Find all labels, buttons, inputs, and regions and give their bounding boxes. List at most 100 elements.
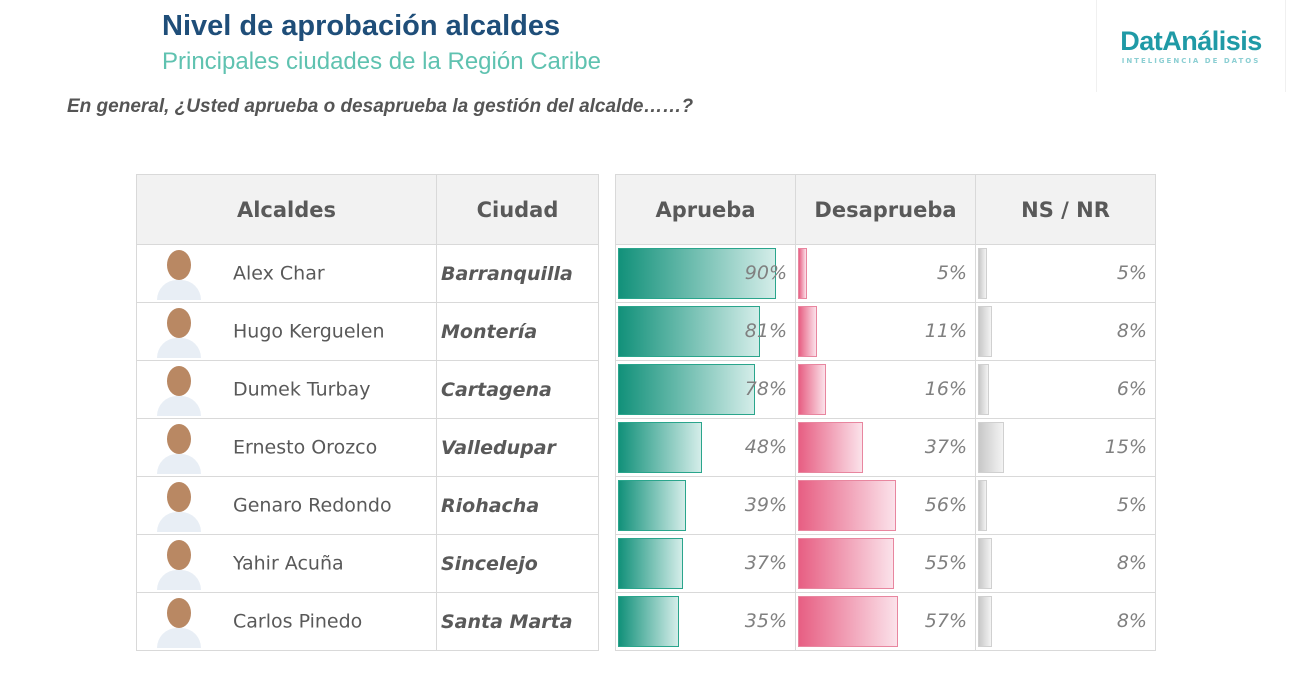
datanalisis-logo: DatAnálisis INTELIGENCIA DE DATOS	[1096, 0, 1286, 92]
mayor-name: Carlos Pinedo	[233, 610, 363, 632]
nsnr-cell: 8%	[975, 592, 1156, 651]
aprueba-cell: 81%	[615, 302, 796, 361]
nsnr-value: 8%	[1116, 320, 1147, 342]
bar-row: 35% 57% 8%	[615, 592, 1156, 651]
bar-row: 90% 5% 5%	[615, 244, 1156, 303]
aprueba-value: 37%	[744, 552, 787, 574]
city-name: Sincelejo	[436, 534, 599, 593]
table-row: Dumek Turbay Cartagena	[136, 360, 599, 419]
survey-question: En general, ¿Usted aprueba o desaprueba …	[67, 96, 694, 117]
aprueba-cell: 37%	[615, 534, 796, 593]
bar-row: 78% 16% 6%	[615, 360, 1156, 419]
bar-row: 37% 55% 8%	[615, 534, 1156, 593]
bar-row: 48% 37% 15%	[615, 418, 1156, 477]
city-name: Santa Marta	[436, 592, 599, 651]
nsnr-cell: 8%	[975, 302, 1156, 361]
aprueba-cell: 39%	[615, 476, 796, 535]
col-header-aprueba: Aprueba	[615, 174, 796, 245]
nsnr-value: 8%	[1116, 610, 1147, 632]
nsnr-cell: 5%	[975, 476, 1156, 535]
mayor-cell: Hugo Kerguelen	[136, 302, 437, 361]
nsnr-cell: 5%	[975, 244, 1156, 303]
city-name: Barranquilla	[436, 244, 599, 303]
mayor-cell: Genaro Redondo	[136, 476, 437, 535]
nsnr-bar	[978, 596, 992, 647]
aprueba-bar	[618, 248, 776, 299]
desaprueba-value: 16%	[924, 378, 967, 400]
nsnr-value: 8%	[1116, 552, 1147, 574]
mayor-cell: Dumek Turbay	[136, 360, 437, 419]
mayor-photo	[157, 422, 201, 474]
desaprueba-cell: 16%	[795, 360, 976, 419]
mayor-cell: Yahir Acuña	[136, 534, 437, 593]
page-title: Nivel de aprobación alcaldes	[162, 10, 561, 42]
city-name: Riohacha	[436, 476, 599, 535]
nsnr-cell: 15%	[975, 418, 1156, 477]
col-header-alcaldes: Alcaldes	[136, 174, 437, 245]
table-row: Genaro Redondo Riohacha	[136, 476, 599, 535]
desaprueba-value: 57%	[924, 610, 967, 632]
nsnr-bar	[978, 480, 987, 531]
table-row: Carlos Pinedo Santa Marta	[136, 592, 599, 651]
table-row: Hugo Kerguelen Montería	[136, 302, 599, 361]
desaprueba-bar	[798, 306, 818, 357]
mayors-table: Alcaldes Ciudad Alex Char Barranquilla Hug…	[136, 174, 599, 651]
aprueba-cell: 90%	[615, 244, 796, 303]
nsnr-bar	[978, 422, 1005, 473]
mayor-name: Ernesto Orozco	[233, 436, 378, 458]
nsnr-cell: 8%	[975, 534, 1156, 593]
aprueba-bar	[618, 364, 755, 415]
mayor-photo	[157, 364, 201, 416]
mayor-name: Genaro Redondo	[233, 494, 392, 516]
desaprueba-cell: 11%	[795, 302, 976, 361]
mayor-name: Yahir Acuña	[233, 552, 344, 574]
bar-row: 81% 11% 8%	[615, 302, 1156, 361]
page-subtitle: Principales ciudades de la Región Caribe	[162, 48, 601, 75]
desaprueba-bar	[798, 364, 826, 415]
aprueba-value: 48%	[744, 436, 787, 458]
desaprueba-value: 11%	[924, 320, 967, 342]
aprueba-bar	[618, 480, 687, 531]
nsnr-bar	[978, 248, 987, 299]
mayor-photo	[157, 248, 201, 300]
col-header-ciudad: Ciudad	[436, 174, 599, 245]
nsnr-bar	[978, 538, 992, 589]
nsnr-value: 6%	[1116, 378, 1147, 400]
col-header-nsnr: NS / NR	[975, 174, 1156, 245]
approval-bars-table: Aprueba Desaprueba NS / NR 90% 5% 5% 81% 11%…	[615, 174, 1156, 651]
desaprueba-bar	[798, 422, 863, 473]
mayor-cell: Alex Char	[136, 244, 437, 303]
desaprueba-cell: 37%	[795, 418, 976, 477]
desaprueba-value: 55%	[924, 552, 967, 574]
aprueba-value: 78%	[744, 378, 787, 400]
desaprueba-bar	[798, 248, 807, 299]
city-name: Cartagena	[436, 360, 599, 419]
mayor-name: Alex Char	[233, 262, 325, 284]
logo-brand: DatAnálisis	[1120, 26, 1262, 56]
desaprueba-value: 56%	[924, 494, 967, 516]
aprueba-value: 81%	[744, 320, 787, 342]
mayor-photo	[157, 538, 201, 590]
mayor-name: Dumek Turbay	[233, 378, 371, 400]
desaprueba-cell: 5%	[795, 244, 976, 303]
bar-row: 39% 56% 5%	[615, 476, 1156, 535]
desaprueba-bar	[798, 538, 895, 589]
aprueba-value: 90%	[744, 262, 787, 284]
nsnr-value: 5%	[1116, 494, 1147, 516]
desaprueba-bar	[798, 480, 896, 531]
aprueba-value: 35%	[744, 610, 787, 632]
mayor-photo	[157, 596, 201, 648]
mayor-name: Hugo Kerguelen	[233, 320, 385, 342]
aprueba-cell: 48%	[615, 418, 796, 477]
aprueba-bar	[618, 596, 680, 647]
mayor-photo	[157, 306, 201, 358]
table-row: Alex Char Barranquilla	[136, 244, 599, 303]
desaprueba-bar	[798, 596, 898, 647]
city-name: Valledupar	[436, 418, 599, 477]
mayor-cell: Ernesto Orozco	[136, 418, 437, 477]
nsnr-value: 5%	[1116, 262, 1147, 284]
mayor-photo	[157, 480, 201, 532]
desaprueba-cell: 56%	[795, 476, 976, 535]
logo-tagline: INTELIGENCIA DE DATOS	[1121, 57, 1261, 65]
aprueba-value: 39%	[744, 494, 787, 516]
